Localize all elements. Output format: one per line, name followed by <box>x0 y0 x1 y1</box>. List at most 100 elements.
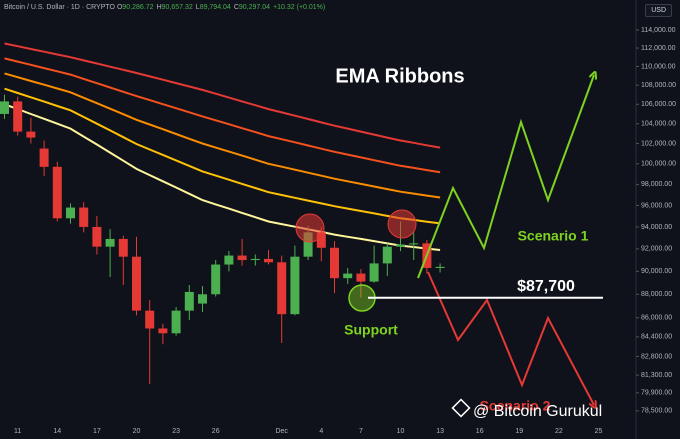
y-tick-label: 100,000.00 <box>641 161 676 168</box>
candle-body <box>145 310 155 329</box>
y-tick-label: 88,000.00 <box>641 291 672 298</box>
ema-line <box>4 103 441 251</box>
ema-line <box>4 42 441 149</box>
y-tick-label: 82,800.00 <box>641 353 672 360</box>
candle-body <box>396 244 405 247</box>
ohlc-key: O <box>116 4 123 11</box>
candle-body <box>330 247 339 279</box>
y-tick-label: 94,000.00 <box>641 224 672 231</box>
header: Bitcoin / U.S. Dollar · 1D · CRYPTO O90,… <box>4 4 328 11</box>
candle-body <box>409 243 419 245</box>
y-tick-label: 96,000.00 <box>641 202 672 209</box>
scenario-2-path <box>427 271 594 405</box>
y-tick-label: 102,000.00 <box>641 140 676 147</box>
x-tick-label: 17 <box>93 428 101 435</box>
ohlc-value: 90,657.32 <box>161 4 193 11</box>
x-tick-label: 20 <box>133 428 141 435</box>
y-tick-label: 84,400.00 <box>641 334 672 341</box>
candle-body <box>198 294 207 304</box>
x-tick-label: 19 <box>515 428 523 435</box>
y-tick-label: 98,000.00 <box>641 181 672 188</box>
chart-title: EMA Ribbons <box>335 65 464 87</box>
y-tick-label: 92,000.00 <box>641 246 672 253</box>
candle-body <box>264 258 273 263</box>
candle-body <box>79 207 89 227</box>
candle-body <box>343 273 353 279</box>
candle-body <box>13 101 23 132</box>
rejection-circle <box>387 209 417 239</box>
x-tick-label: 4 <box>319 428 323 435</box>
x-tick-label: 22 <box>555 428 563 435</box>
y-tick-label: 106,000.00 <box>641 101 676 108</box>
candle-body <box>277 262 287 315</box>
ohlc-value: 90,286.72 <box>122 4 154 11</box>
ohlc-key: L <box>195 4 200 11</box>
y-tick-label: 112,000.00 <box>641 45 676 52</box>
y-tick-label: 81,300.00 <box>641 372 672 379</box>
candle-body <box>250 258 260 261</box>
candle-body <box>211 264 221 295</box>
candle-body <box>382 246 392 264</box>
ema-line <box>4 87 441 225</box>
x-tick-label: 7 <box>359 428 363 435</box>
y-tick-label: 90,000.00 <box>641 268 672 275</box>
x-tick-label: 13 <box>436 428 444 435</box>
y-tick-label: 114,000.00 <box>641 27 676 34</box>
ohlc-value: 89,794.04 <box>199 4 231 11</box>
candle-body <box>66 207 75 219</box>
candle-body <box>290 256 300 315</box>
rejection-circle <box>295 213 325 243</box>
x-tick-label: 11 <box>14 428 21 435</box>
x-tick-label: 14 <box>53 428 61 435</box>
watermark: @ Bitcoin Gurukul <box>473 403 602 420</box>
candle-body <box>435 266 445 268</box>
candle-body <box>224 255 234 265</box>
y-tick-label: 104,000.00 <box>641 121 676 128</box>
scenario-1-path <box>417 75 594 279</box>
candle-body <box>316 232 326 248</box>
x-tick-label: 23 <box>172 428 180 435</box>
ohlc: O90,286.72 H90,657.32 L89,794.04 C90,297.04 <box>117 4 273 11</box>
candle-body <box>171 310 181 334</box>
y-tick-label: 78,500.00 <box>641 408 672 415</box>
x-tick-label: 16 <box>476 428 484 435</box>
candle-body <box>0 101 9 114</box>
candle-body <box>369 263 379 282</box>
support-price-label: $87,700 <box>517 278 575 295</box>
candle-body <box>132 256 141 311</box>
y-tick-label: 108,000.00 <box>641 82 676 89</box>
change: +10.32 (+0.01%) <box>273 4 326 11</box>
symbol: Bitcoin / U.S. Dollar · 1D · CRYPTO <box>4 4 115 11</box>
candle-body <box>39 148 49 167</box>
x-tick-label: 25 <box>595 428 603 435</box>
y-tick-label: 110,000.00 <box>641 63 676 70</box>
candle-body <box>118 238 128 257</box>
candle-body <box>26 131 36 138</box>
ohlc-value: 90,297.04 <box>238 4 271 11</box>
ema-line <box>4 72 441 199</box>
scenario-2-label: Scenario 2 <box>480 398 551 414</box>
x-tick-label: 26 <box>212 428 220 435</box>
x-tick-label: Dec <box>275 428 288 435</box>
candle-body <box>52 166 62 219</box>
candle-body <box>158 328 168 334</box>
candle-body <box>105 238 115 247</box>
ohlc-key: H <box>156 4 162 11</box>
scenario-1-label: Scenario 1 <box>518 228 589 244</box>
candle-body <box>184 291 194 311</box>
y-tick-label: 79,900.00 <box>641 390 672 397</box>
ema-line <box>4 57 441 174</box>
candle-body <box>237 255 247 261</box>
x-tick-label: 10 <box>397 428 405 435</box>
support-label: Support <box>344 322 398 338</box>
watermark-logo <box>451 398 471 418</box>
y-tick-label: 86,000.00 <box>641 315 672 322</box>
candle-body <box>356 273 366 282</box>
candle-body <box>92 226 102 247</box>
candle-body <box>303 232 313 257</box>
currency-button[interactable]: USD <box>645 4 672 17</box>
ohlc-key: C <box>233 4 239 11</box>
